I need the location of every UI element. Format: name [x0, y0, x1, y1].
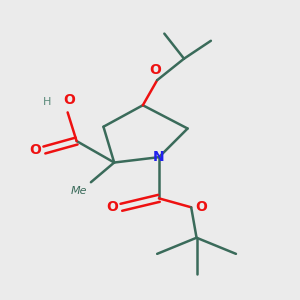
- Text: O: O: [64, 93, 75, 107]
- Text: O: O: [106, 200, 118, 214]
- Text: Me: Me: [71, 186, 87, 196]
- Text: N: N: [153, 150, 165, 164]
- Text: H: H: [43, 97, 52, 107]
- Text: O: O: [149, 63, 161, 76]
- Text: O: O: [195, 200, 207, 214]
- Text: O: O: [29, 143, 41, 157]
